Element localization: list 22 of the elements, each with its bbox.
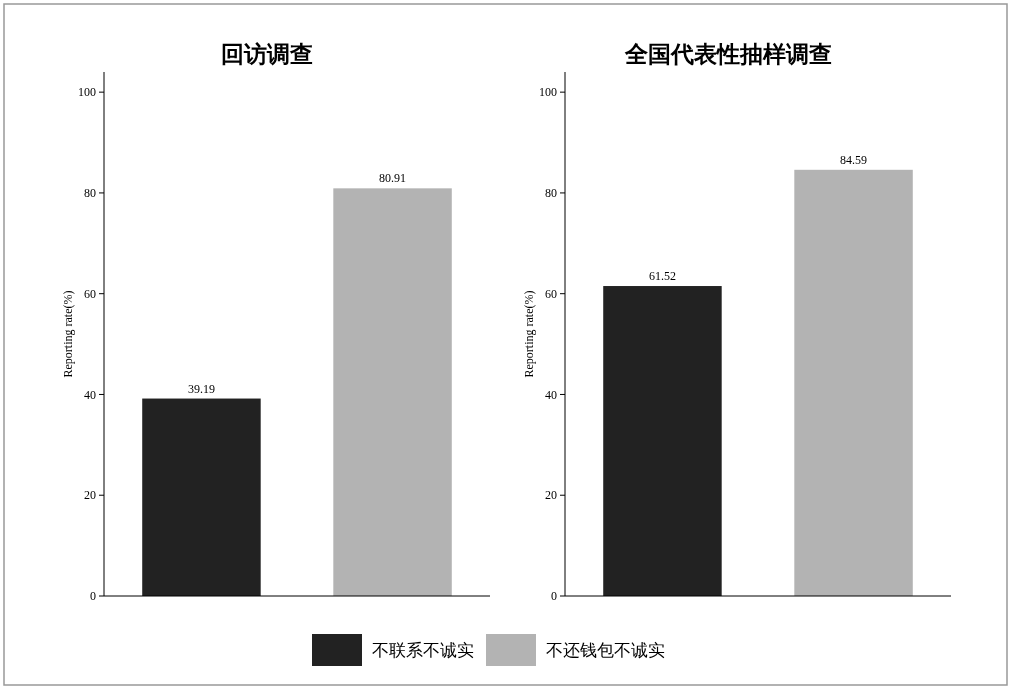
legend-label: 不联系不诚实 [372,639,474,660]
y-tick-label: 60 [84,286,96,301]
y-tick-label: 100 [539,85,557,100]
chart-title: 回访调查 [221,41,313,67]
legend-label: 不还钱包不诚实 [546,639,665,660]
y-axis-title: Reporting rate(%) [61,290,75,378]
y-tick-label: 40 [545,387,557,402]
y-tick-label: 0 [90,589,96,604]
y-axis-title: Reporting rate(%) [522,290,536,378]
data-label: 61.52 [648,269,676,284]
y-tick-label: 60 [545,286,557,301]
y-tick-label: 80 [545,186,557,201]
y-tick-label: 0 [551,589,557,604]
data-label: 39.19 [187,381,215,396]
chart-title: 全国代表性抽样调查 [623,41,832,67]
y-tick-label: 100 [78,85,96,100]
y-tick-label: 40 [84,387,96,402]
y-tick-label: 80 [84,186,96,201]
y-tick-label: 20 [84,488,96,503]
data-label: 84.59 [840,152,868,167]
y-tick-label: 20 [545,488,557,503]
data-label: 80.91 [379,171,407,186]
